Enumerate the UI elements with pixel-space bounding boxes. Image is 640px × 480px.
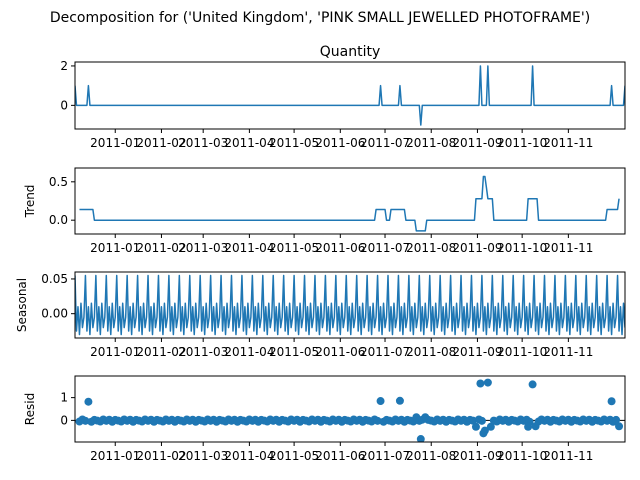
resid-point — [376, 397, 385, 406]
trend-xtick-label: 2011-04 — [224, 241, 274, 255]
trend-xtick-label: 2011-03 — [178, 241, 228, 255]
figure-suptitle: Decomposition for ('United Kingdom', 'PI… — [50, 10, 590, 26]
resid-point — [84, 397, 93, 406]
trend-xtick-label: 2011-05 — [269, 241, 319, 255]
observed-xtick-label: 2011-05 — [269, 136, 319, 150]
resid-data — [75, 378, 625, 442]
observed-ytick-label: 2 — [60, 59, 68, 73]
observed-data — [75, 65, 625, 126]
resid-point — [607, 397, 616, 406]
trend-xtick-label: 2011-02 — [136, 241, 186, 255]
observed-xtick-label: 2011-10 — [497, 136, 547, 150]
seasonal-data — [75, 274, 625, 336]
observed-ytick-label: 0 — [60, 98, 68, 112]
observed-xtick-label: 2011-11 — [543, 136, 593, 150]
trend-panel: Trend0.00.52011-012011-022011-032011-042… — [23, 167, 626, 255]
seasonal-xtick-label: 2011-05 — [269, 345, 319, 359]
resid-xtick-label: 2011-08 — [406, 449, 456, 463]
trend-xtick-label: 2011-06 — [315, 241, 365, 255]
trend-xtick-label: 2011-11 — [543, 241, 593, 255]
seasonal-axes-frame — [74, 271, 626, 339]
resid-point — [395, 396, 404, 405]
seasonal-xtick-label: 2011-01 — [90, 345, 140, 359]
seasonal-xtick-label: 2011-06 — [315, 345, 365, 359]
seasonal-ytick-label: 0.05 — [41, 272, 68, 286]
resid-point — [373, 416, 382, 425]
observed-xtick-label: 2011-01 — [90, 136, 140, 150]
resid-point — [483, 378, 492, 387]
resid-xtick-label: 2011-06 — [315, 449, 365, 463]
trend-ylabel: Trend — [23, 185, 37, 219]
trend-data — [79, 175, 620, 232]
trend-ytick-label: 0.0 — [49, 213, 68, 227]
observed-title: Quantity — [320, 44, 381, 60]
resid-point — [416, 435, 425, 442]
observed-xtick-label: 2011-08 — [406, 136, 456, 150]
seasonal-ytick-label: 0.00 — [41, 307, 68, 321]
observed-xtick-label: 2011-04 — [224, 136, 274, 150]
seasonal-xtick-label: 2011-03 — [178, 345, 228, 359]
seasonal-xtick-label: 2011-07 — [360, 345, 410, 359]
trend-axes-frame — [74, 167, 626, 235]
observed-axes-frame — [74, 61, 626, 130]
seasonal-xtick-label: 2011-09 — [452, 345, 502, 359]
resid-point — [477, 416, 486, 425]
panels: Quantity022011-012011-022011-032011-0420… — [15, 44, 626, 463]
seasonal-xtick-label: 2011-11 — [543, 345, 593, 359]
observed-xtick-label: 2011-02 — [136, 136, 186, 150]
resid-ylabel: Resid — [23, 393, 37, 425]
resid-xtick-label: 2011-02 — [136, 449, 186, 463]
resid-ytick-label: 1 — [60, 391, 68, 405]
observed-xtick-label: 2011-06 — [315, 136, 365, 150]
trend-xtick-label: 2011-09 — [452, 241, 502, 255]
observed-panel: Quantity022011-012011-022011-032011-0420… — [60, 44, 626, 150]
trend-xtick-label: 2011-07 — [360, 241, 410, 255]
trend-xtick-label: 2011-08 — [406, 241, 456, 255]
resid-point — [486, 422, 495, 431]
trend-series-line — [79, 175, 620, 232]
resid-point — [612, 415, 621, 424]
resid-point — [471, 422, 480, 431]
resid-xtick-label: 2011-04 — [224, 449, 274, 463]
seasonal-series-line — [75, 274, 625, 336]
trend-xtick-label: 2011-01 — [90, 241, 140, 255]
resid-point — [81, 416, 90, 425]
seasonal-xtick-label: 2011-04 — [224, 345, 274, 359]
trend-ytick-label: 0.5 — [49, 175, 68, 189]
resid-xtick-label: 2011-09 — [452, 449, 502, 463]
resid-xtick-label: 2011-10 — [497, 449, 547, 463]
trend-xtick-label: 2011-10 — [497, 241, 547, 255]
resid-xtick-label: 2011-01 — [90, 449, 140, 463]
resid-panel: Resid 012011-012011-022011-032011-042011-… — [23, 375, 626, 463]
resid-point — [528, 380, 537, 389]
observed-xtick-label: 2011-09 — [452, 136, 502, 150]
resid-xtick-label: 2011-07 — [360, 449, 410, 463]
resid-axes-frame — [74, 375, 626, 443]
observed-xtick-label: 2011-07 — [360, 136, 410, 150]
resid-xtick-label: 2011-11 — [543, 449, 593, 463]
resid-point — [479, 429, 488, 438]
resid-xtick-label: 2011-05 — [269, 449, 319, 463]
observed-xtick-label: 2011-03 — [178, 136, 228, 150]
seasonal-ylabel: Seasonal — [15, 278, 29, 332]
seasonal-xtick-label: 2011-08 — [406, 345, 456, 359]
seasonal-xtick-label: 2011-02 — [136, 345, 186, 359]
resid-point — [615, 422, 624, 431]
resid-xtick-label: 2011-03 — [178, 449, 228, 463]
observed-series-line — [75, 65, 625, 126]
resid-point — [476, 379, 485, 388]
resid-point — [468, 416, 477, 425]
resid-ytick-label: 0 — [60, 413, 68, 427]
seasonal-panel: Seasonal 0.000.052011-012011-022011-03201… — [15, 271, 626, 359]
resid-point — [524, 422, 533, 431]
seasonal-xtick-label: 2011-10 — [497, 345, 547, 359]
